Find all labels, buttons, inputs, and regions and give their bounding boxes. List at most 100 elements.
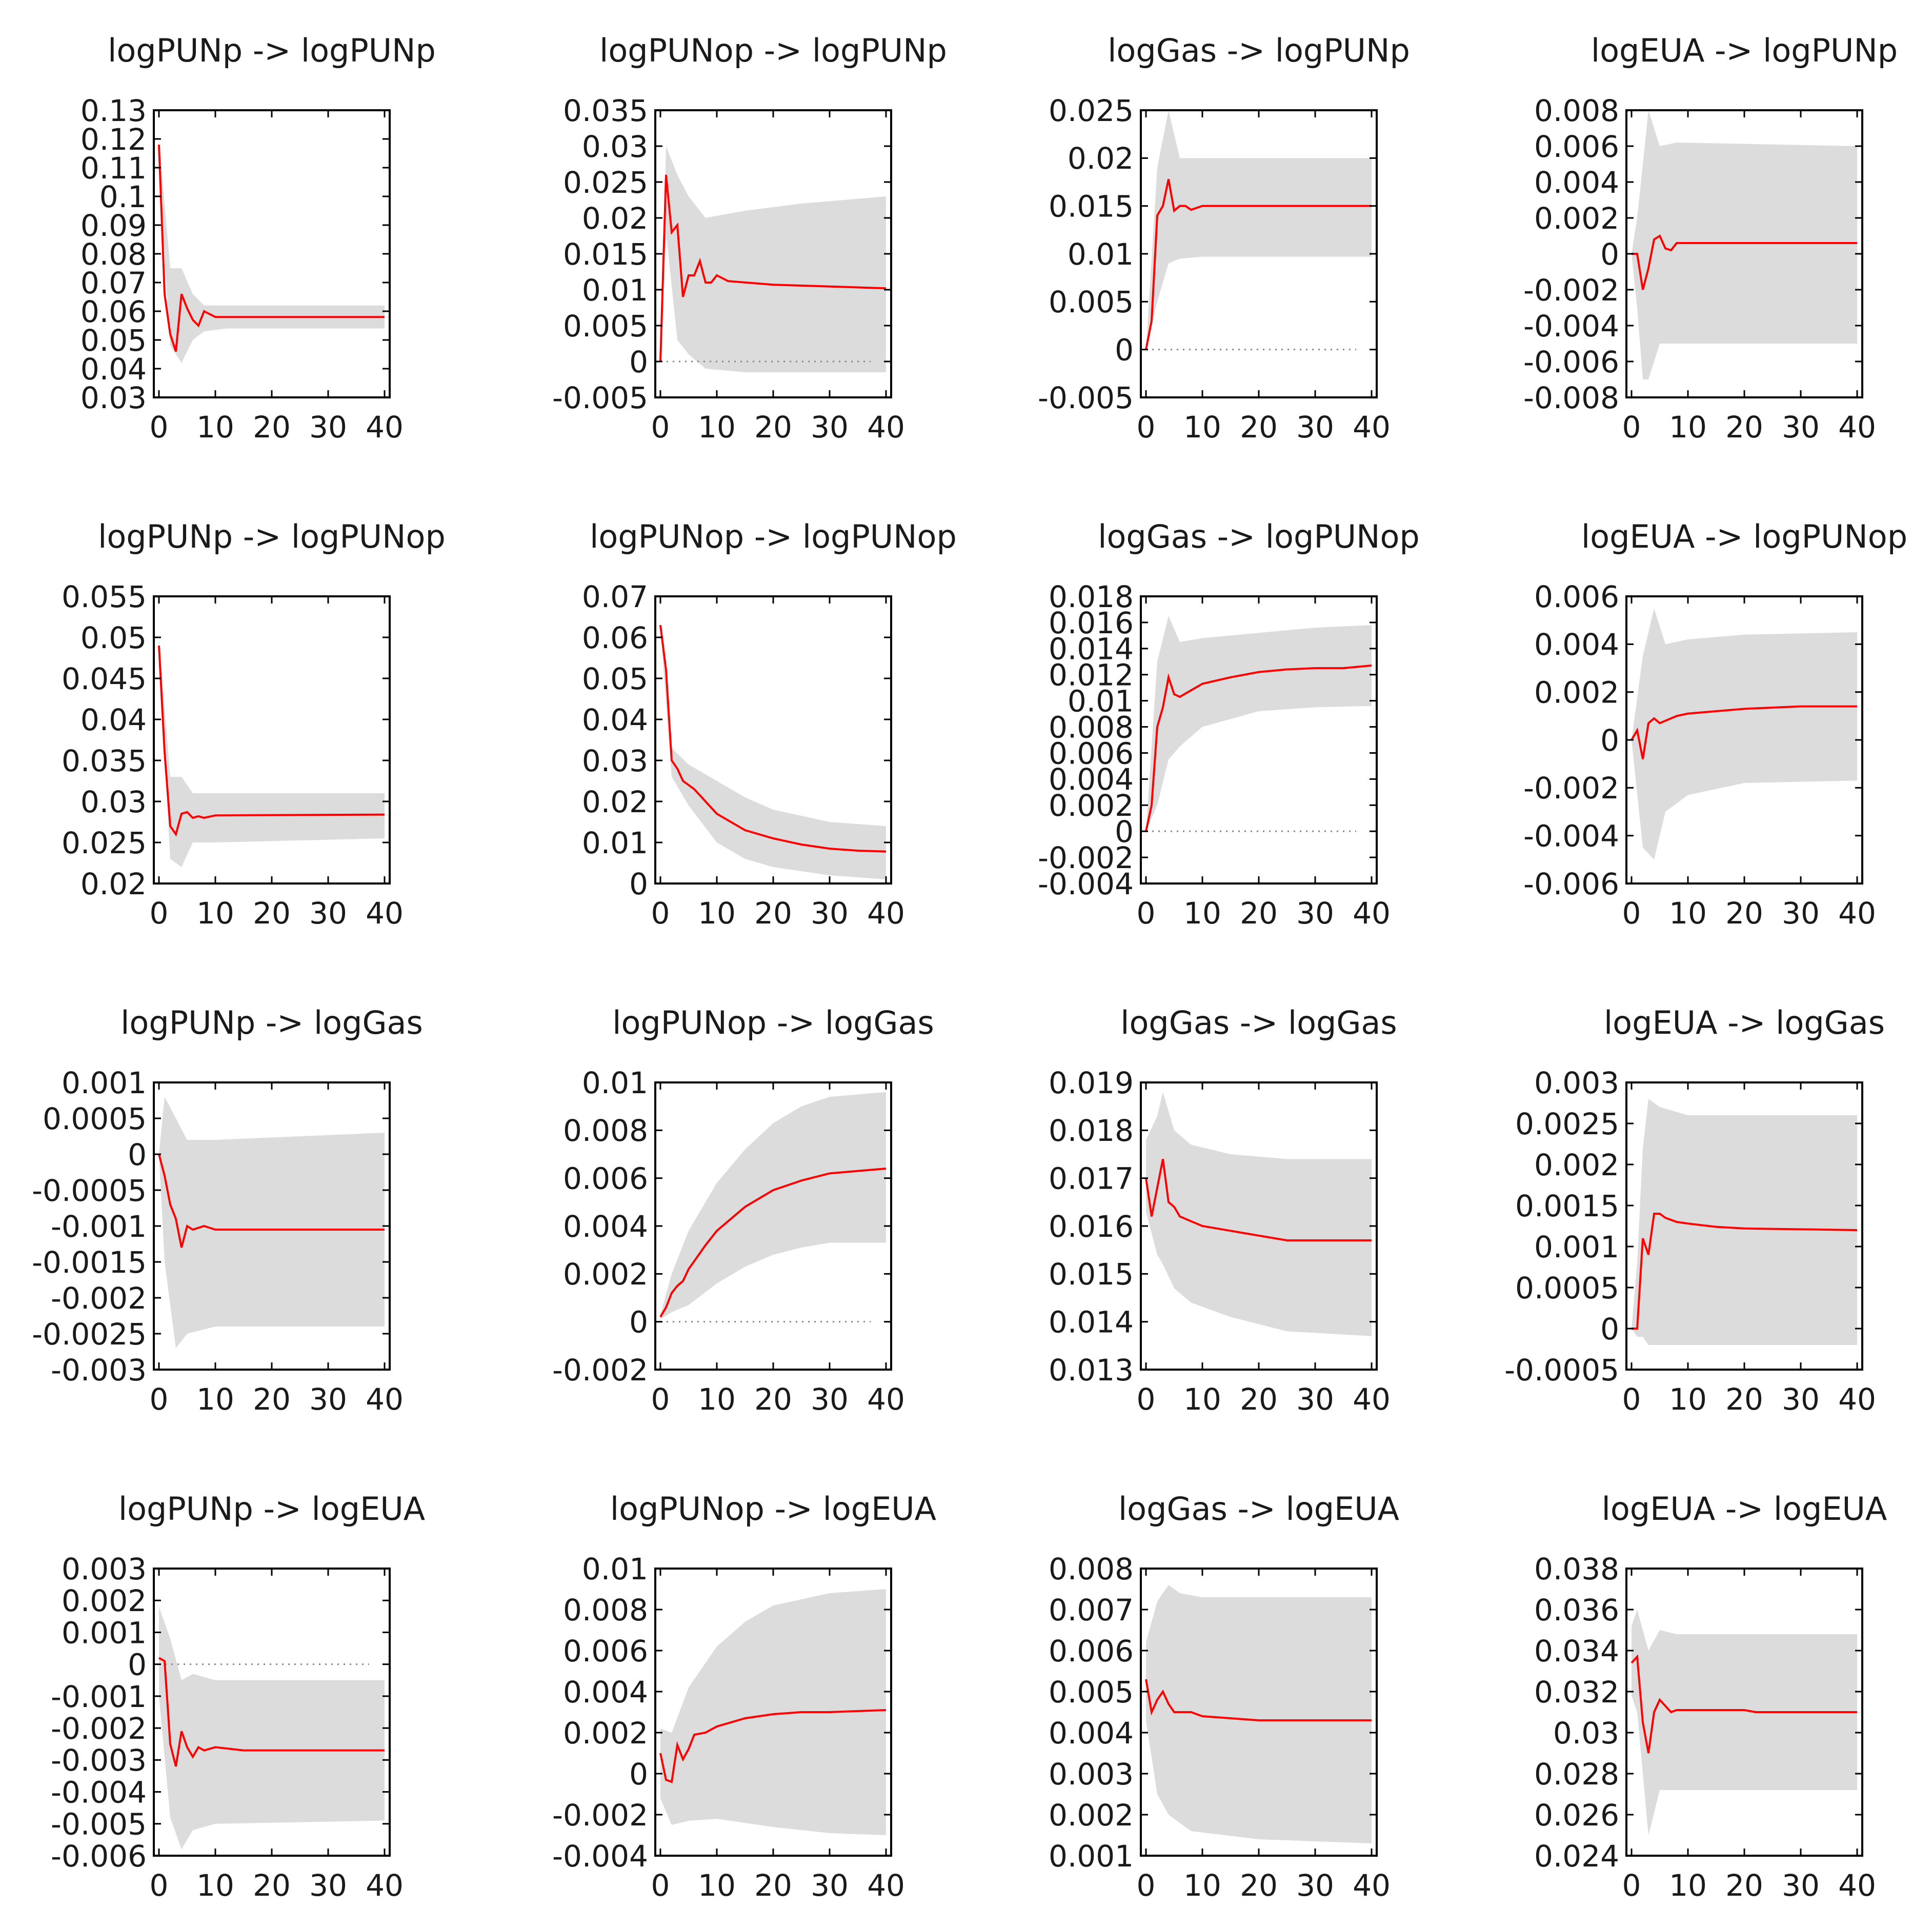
y-tick-label: 0.04	[80, 702, 147, 737]
y-tick-label: 0.012	[1049, 658, 1134, 693]
x-tick-label: 40	[867, 1868, 905, 1903]
y-tick-label: 0.0005	[1515, 1271, 1619, 1306]
confidence-band	[159, 1097, 385, 1348]
y-tick-label: -0.002	[552, 1798, 648, 1833]
x-tick-label: 20	[1725, 410, 1763, 445]
y-tick-label: 0.002	[62, 1583, 147, 1618]
y-tick-label: -0.001	[51, 1209, 147, 1244]
response-line	[158, 1657, 385, 1767]
x-tick-label: 40	[1353, 896, 1391, 931]
y-tick-label: 0.07	[80, 266, 147, 300]
response-line	[1632, 234, 1857, 290]
x-tick-label: 40	[1353, 410, 1391, 445]
y-tick-label: 0.05	[582, 661, 648, 696]
x-tick-label: 0	[150, 410, 169, 445]
y-tick-label: 0.01	[582, 1066, 648, 1100]
panel-title: logEUA -> logGas	[1604, 1004, 1885, 1041]
x-tick-label: 0	[1137, 1382, 1156, 1417]
y-tick-label: 0.02	[80, 867, 147, 901]
y-tick-label: -0.006	[1523, 867, 1619, 901]
y-tick-label: 0.002	[1049, 1798, 1134, 1833]
y-tick-label: 0.002	[1049, 788, 1134, 823]
y-tick-label: -0.004	[1523, 309, 1619, 344]
response-line	[1631, 1654, 1857, 1754]
x-tick-label: 10	[698, 1868, 736, 1903]
y-tick-label: 0.004	[1534, 627, 1619, 662]
y-tick-label: 0.03	[582, 129, 648, 164]
y-tick-label: 0.014	[1049, 1305, 1134, 1340]
y-tick-label: 0.004	[1049, 1716, 1134, 1751]
y-tick-label: 0.015	[1049, 189, 1134, 224]
panel-title: logPUNp -> logGas	[120, 1004, 423, 1041]
irf-panel: logGas -> logEUA 0.008 0.007 0.006 0.005 0.00…	[1049, 1490, 1399, 1903]
x-tick-label: 0	[1622, 1382, 1641, 1417]
x-tick-label: 10	[1669, 410, 1707, 445]
y-tick-label: 0	[629, 345, 648, 379]
response-line	[1631, 705, 1857, 759]
y-tick-label: 0.015	[563, 237, 648, 272]
response-line	[1145, 1679, 1372, 1721]
confidence-band	[660, 1589, 886, 1835]
x-tick-label: 20	[253, 896, 291, 931]
y-tick-label: 0.001	[1534, 1230, 1619, 1264]
y-tick-label: -0.005	[51, 1807, 147, 1842]
response-line	[158, 645, 385, 837]
panel-title: logPUNp -> logEUA	[118, 1490, 425, 1528]
x-tick-label: 10	[1183, 896, 1221, 931]
irf-panel: logPUNop -> logEUA 0.01 0.008 0.006 0.004 0.0…	[552, 1490, 936, 1903]
y-tick-label: 0.016	[1049, 1209, 1134, 1244]
y-tick-label: 0	[1115, 333, 1134, 368]
y-tick-label: -0.0005	[1504, 1353, 1619, 1388]
y-tick-label: 0.11	[80, 151, 147, 186]
panel-title: logGas -> logEUA	[1118, 1490, 1399, 1528]
y-tick-label: -0.002	[51, 1281, 147, 1316]
confidence-band	[1632, 110, 1857, 379]
y-tick-label: 0.03	[1553, 1716, 1619, 1751]
y-tick-label: -0.002	[1523, 273, 1619, 308]
y-tick-label: 0.013	[1049, 1353, 1134, 1388]
y-tick-label: 0.0015	[1515, 1189, 1619, 1223]
y-tick-label: 0.035	[563, 93, 648, 128]
y-tick-label: 0.014	[1049, 632, 1134, 667]
panel-title: logPUNop -> logPUNp	[599, 32, 947, 69]
x-tick-label: 30	[1296, 1382, 1334, 1417]
y-tick-label: 0.006	[563, 1161, 648, 1196]
x-tick-label: 10	[1669, 1868, 1707, 1903]
x-tick-label: 10	[1669, 1382, 1707, 1417]
x-tick-label: 20	[1240, 1382, 1278, 1417]
y-tick-label: 0.001	[62, 1066, 147, 1100]
response-line	[158, 1154, 385, 1248]
x-tick-label: 10	[196, 410, 234, 445]
confidence-band	[159, 637, 385, 867]
y-tick-label: 0.02	[582, 785, 648, 819]
y-tick-label: 0.005	[563, 309, 648, 344]
y-tick-label: 0.004	[563, 1209, 648, 1244]
x-tick-label: 30	[811, 896, 849, 931]
irf-panel: logEUA -> logPUNop 0.006 0.004 0.002 0 -0.002…	[1523, 518, 1907, 931]
panel-title: logPUNp -> logPUNp	[108, 32, 436, 69]
response-line	[1145, 1158, 1372, 1241]
x-tick-label: 40	[1838, 896, 1876, 931]
plot-frame	[153, 109, 391, 398]
irf-panel: logPUNp -> logEUA0.0030.0020.0010-0.001-…	[51, 1490, 425, 1903]
x-tick-label: 10	[196, 896, 234, 931]
panel-title: logEUA -> logPUNp	[1591, 32, 1898, 69]
response-line	[659, 1168, 887, 1318]
y-tick-label: 0.003	[1534, 1066, 1619, 1100]
y-tick-label: 0.01	[582, 1552, 648, 1586]
x-tick-label: 0	[1622, 1868, 1641, 1903]
confidence-band	[660, 146, 886, 372]
y-tick-label: 0.001	[62, 1615, 147, 1650]
y-tick-label: 0.026	[1534, 1798, 1619, 1833]
x-tick-label: 40	[1353, 1868, 1391, 1903]
y-tick-label: 0	[629, 867, 648, 901]
x-tick-label: 0	[1622, 410, 1641, 445]
y-tick-label: 0.04	[80, 352, 147, 387]
x-tick-label: 30	[309, 896, 347, 931]
x-tick-label: 0	[150, 896, 169, 931]
x-tick-label: 20	[754, 1382, 792, 1417]
response-line	[1145, 178, 1372, 350]
irf-panel: logGas -> logPUNp 0.025 0.02 0.015 0.01 0.005…	[1038, 32, 1410, 445]
panel-title: logEUA -> logPUNop	[1581, 518, 1907, 555]
x-tick-label: 10	[1183, 410, 1221, 445]
